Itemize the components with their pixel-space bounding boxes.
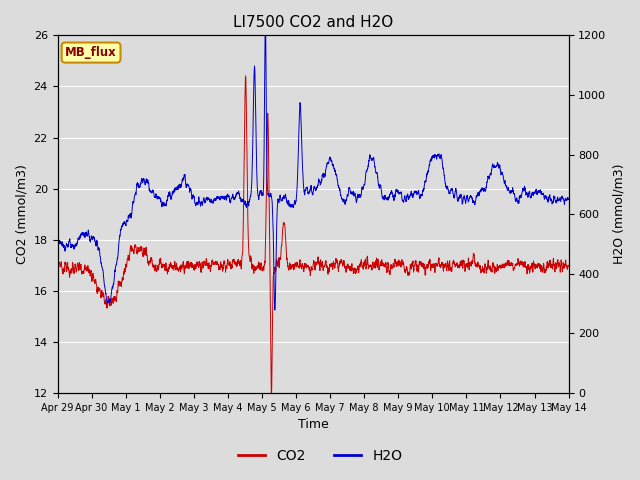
CO2 <box>555 262 563 267</box>
Line: CO2: CO2 <box>58 76 568 395</box>
H2O <box>142 176 150 182</box>
H2O <box>500 178 508 183</box>
CO2 <box>564 263 572 268</box>
CO2 <box>142 244 150 250</box>
H2O <box>555 197 563 203</box>
CO2 <box>272 263 280 269</box>
Line: H2O: H2O <box>58 11 568 310</box>
Text: MB_flux: MB_flux <box>65 46 117 59</box>
H2O <box>54 242 61 248</box>
H2O <box>272 263 280 268</box>
H2O <box>250 98 257 104</box>
CO2 <box>112 297 120 302</box>
CO2 <box>268 392 275 397</box>
CO2 <box>242 73 250 79</box>
Y-axis label: CO2 (mmol/m3): CO2 (mmol/m3) <box>15 164 28 264</box>
CO2 <box>500 264 508 270</box>
CO2 <box>250 268 257 274</box>
H2O <box>262 8 269 13</box>
H2O <box>112 264 120 269</box>
Title: LI7500 CO2 and H2O: LI7500 CO2 and H2O <box>233 15 393 30</box>
H2O <box>271 307 278 313</box>
CO2 <box>54 259 61 264</box>
Legend: CO2, H2O: CO2, H2O <box>232 443 408 468</box>
Y-axis label: H2O (mmol/m3): H2O (mmol/m3) <box>612 164 625 264</box>
X-axis label: Time: Time <box>298 419 328 432</box>
H2O <box>564 196 572 202</box>
